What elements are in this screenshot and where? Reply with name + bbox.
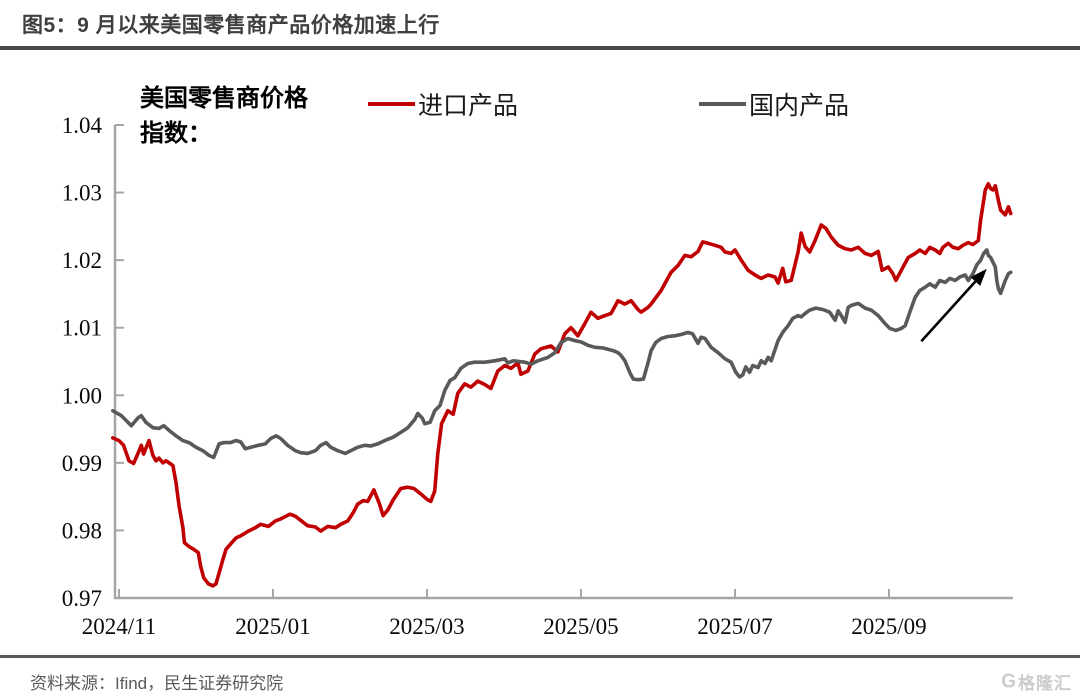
annotation-arrow-head bbox=[970, 268, 987, 286]
y-tick-label: 0.99 bbox=[62, 451, 102, 476]
y-tick-label: 1.03 bbox=[62, 181, 102, 206]
y-tick-label: 1.00 bbox=[62, 383, 102, 408]
x-tick-label: 2025/03 bbox=[389, 614, 464, 639]
imported-series-label: 进口产品 bbox=[418, 93, 519, 120]
legend-axis-label: 美国零售商价格 指数： bbox=[140, 85, 308, 147]
brand-mark: G 格隆汇 bbox=[1001, 669, 1072, 694]
legend-entry-imported: 进口产品 bbox=[368, 86, 518, 122]
domestic-series-label: 国内产品 bbox=[749, 93, 850, 120]
y-tick-label: 1.02 bbox=[62, 248, 102, 273]
y-tick-label: 1.01 bbox=[62, 316, 102, 341]
x-tick-label: 2024/11 bbox=[82, 614, 157, 639]
figure-footer: 资料来源：Ifind，民生证券研究院 G 格隆汇 bbox=[0, 655, 1080, 700]
figure-title: 图5：9 月以来美国零售商产品价格加速上行 bbox=[0, 0, 1080, 50]
x-tick-label: 2025/07 bbox=[697, 614, 772, 639]
x-tick-label: 2025/01 bbox=[235, 614, 310, 639]
gelonghui-logo-icon: G bbox=[1001, 670, 1016, 693]
domestic-series-swatch bbox=[699, 102, 746, 106]
x-tick-label: 2025/09 bbox=[851, 614, 926, 639]
gelonghui-logo-text: 格隆汇 bbox=[1018, 674, 1072, 693]
series-line-imported bbox=[111, 182, 1013, 588]
legend-entry-domestic: 国内产品 bbox=[699, 86, 849, 122]
annotation-arrow-shaft bbox=[920, 280, 977, 343]
y-tick-label: 0.97 bbox=[62, 586, 102, 611]
series-line-domestic bbox=[111, 248, 1013, 460]
axis-frame bbox=[113, 125, 1013, 600]
y-tick-label: 0.98 bbox=[62, 518, 102, 543]
x-tick-label: 2025/05 bbox=[543, 614, 618, 639]
imported-series-swatch bbox=[368, 102, 415, 106]
data-source-note: 资料来源：Ifind，民生证券研究院 bbox=[30, 674, 284, 693]
y-tick-label: 1.04 bbox=[62, 113, 103, 138]
figure-header: 图5：9 月以来美国零售商产品价格加速上行 bbox=[0, 0, 1080, 50]
